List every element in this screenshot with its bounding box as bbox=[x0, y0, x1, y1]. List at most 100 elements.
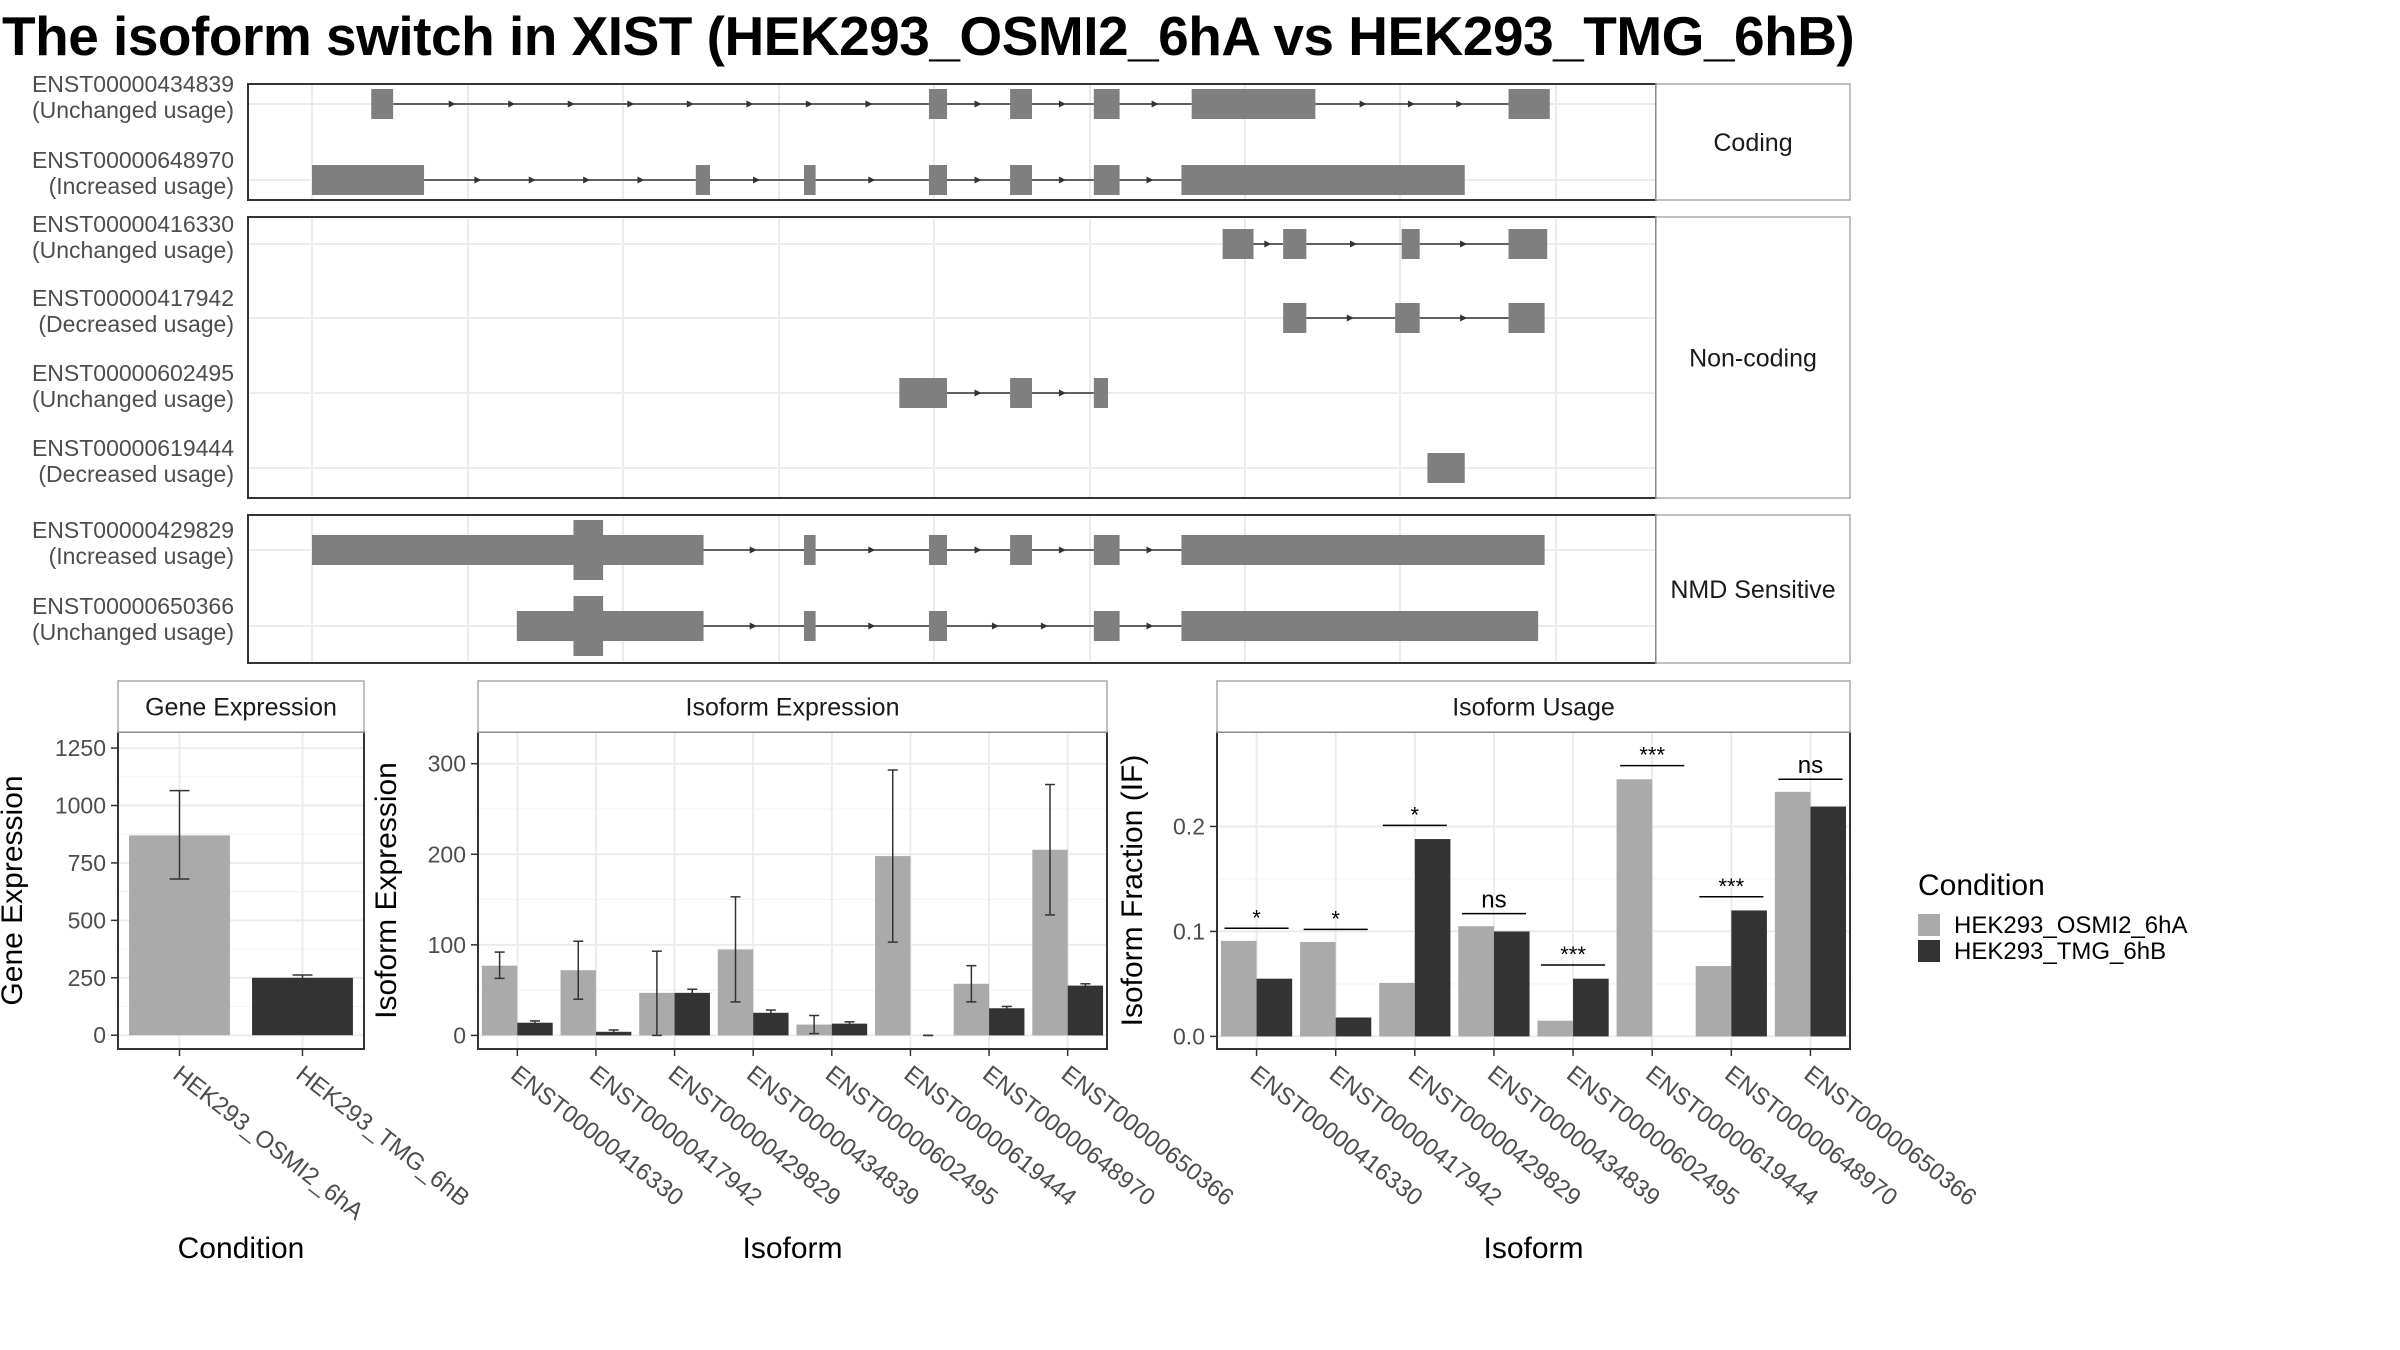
strand-arrow bbox=[865, 100, 873, 108]
coding-region bbox=[573, 596, 604, 656]
exon bbox=[1093, 378, 1108, 408]
exon bbox=[1283, 303, 1307, 333]
exon bbox=[1508, 89, 1550, 119]
significance-label: ns bbox=[1798, 752, 1823, 779]
strand-arrow bbox=[1346, 314, 1354, 322]
facet-strip-label: Isoform Expression bbox=[686, 694, 900, 722]
bar-HEK293_TMG_6hB-ENST00000602495 bbox=[1573, 978, 1609, 1037]
transcript-ENST00000648970: ENST00000648970(Increased usage) bbox=[32, 147, 1465, 199]
bar-HEK293_TMG_6hB-ENST00000416330 bbox=[517, 1022, 553, 1036]
transcript-usage-label: (Increased usage) bbox=[49, 543, 234, 569]
strand-arrow bbox=[974, 389, 982, 397]
strand-arrow bbox=[1349, 240, 1357, 248]
strand-arrow bbox=[1058, 389, 1066, 397]
transcript-usage-label: (Unchanged usage) bbox=[32, 619, 234, 645]
bar-HEK293_OSMI2_6hA-ENST00000434839 bbox=[1458, 926, 1494, 1037]
transcript-ENST00000429829: ENST00000429829(Increased usage) bbox=[32, 517, 1545, 580]
bar-HEK293_OSMI2_6hA-ENST00000650366 bbox=[1774, 791, 1811, 1037]
strand-arrow bbox=[627, 100, 635, 108]
strand-arrow bbox=[1146, 176, 1154, 184]
strand-arrow bbox=[528, 176, 536, 184]
strand-arrow bbox=[448, 100, 456, 108]
y-tick-label: 0.0 bbox=[1173, 1023, 1205, 1049]
exon bbox=[1181, 165, 1465, 195]
bar-HEK293_TMG_6hB-ENST00000602495 bbox=[831, 1023, 868, 1036]
transcript-usage-label: (Increased usage) bbox=[49, 173, 234, 199]
transcript-ENST00000434839: ENST00000434839(Unchanged usage) bbox=[32, 71, 1550, 123]
transcript-ENST00000650366: ENST00000650366(Unchanged usage) bbox=[32, 593, 1539, 656]
strand-arrow bbox=[1460, 314, 1468, 322]
bar-HEK293_TMG_6hB-ENST00000417942 bbox=[1335, 1017, 1372, 1037]
exon bbox=[1395, 303, 1420, 333]
x-axis-title: Isoform bbox=[1483, 1232, 1583, 1265]
strand-arrow bbox=[991, 622, 999, 630]
y-tick-label: 1000 bbox=[55, 793, 106, 819]
y-tick-label: 0 bbox=[93, 1022, 106, 1048]
facet-strip-label: Non-coding bbox=[1689, 345, 1817, 373]
strand-arrow bbox=[474, 176, 482, 184]
strand-arrow bbox=[637, 176, 645, 184]
exon bbox=[1508, 303, 1545, 333]
strand-arrow bbox=[583, 176, 591, 184]
transcript-usage-label: (Decreased usage) bbox=[38, 311, 234, 337]
strand-arrow bbox=[868, 546, 876, 554]
strand-arrow bbox=[974, 176, 982, 184]
facet-strip-label: NMD Sensitive bbox=[1670, 576, 1835, 604]
bar-HEK293_TMG_6hB-ENST00000429829 bbox=[674, 992, 710, 1036]
y-tick-label: 0 bbox=[453, 1022, 466, 1048]
y-tick-label: 100 bbox=[428, 932, 466, 958]
exon bbox=[1010, 535, 1032, 565]
bar-HEK293_TMG_6hB-ENST00000429829 bbox=[1414, 839, 1451, 1037]
y-tick-label: 300 bbox=[428, 751, 466, 777]
exon bbox=[1181, 611, 1539, 641]
exon bbox=[928, 89, 947, 119]
y-tick-label: 0.1 bbox=[1173, 918, 1205, 944]
strand-arrow bbox=[746, 100, 754, 108]
strand-arrow bbox=[1460, 240, 1468, 248]
strand-arrow bbox=[567, 100, 575, 108]
y-tick-label: 250 bbox=[68, 965, 106, 991]
facet-strip bbox=[117, 680, 365, 733]
exon bbox=[1010, 165, 1032, 195]
bar-HEK293_TMG_6hB-ENST00000650366 bbox=[1067, 985, 1104, 1036]
y-tick-label: 0.2 bbox=[1173, 813, 1205, 839]
transcript-id-label: ENST00000429829 bbox=[32, 517, 234, 543]
exon bbox=[1093, 535, 1120, 565]
exon bbox=[1093, 89, 1120, 119]
transcript-ENST00000619444: ENST00000619444(Decreased usage) bbox=[32, 435, 1465, 487]
strand-arrow bbox=[1359, 100, 1367, 108]
exon bbox=[928, 611, 947, 641]
bar-HEK293_TMG_6hB bbox=[252, 977, 353, 1036]
bar-HEK293_TMG_6hB-ENST00000648970 bbox=[1731, 910, 1767, 1037]
y-tick-label: 750 bbox=[68, 850, 106, 876]
exon bbox=[516, 611, 704, 641]
y-tick-label: 200 bbox=[428, 841, 466, 867]
strand-arrow bbox=[1151, 100, 1159, 108]
bar-HEK293_TMG_6hB-ENST00000648970 bbox=[989, 1008, 1025, 1036]
exon bbox=[1010, 89, 1032, 119]
exon bbox=[312, 535, 704, 565]
exon bbox=[371, 89, 394, 119]
strand-arrow bbox=[1456, 100, 1464, 108]
coding-region bbox=[573, 520, 604, 580]
bar-HEK293_TMG_6hB-ENST00000434839 bbox=[753, 1012, 789, 1036]
bar-HEK293_OSMI2_6hA-ENST00000602495 bbox=[1537, 1020, 1574, 1037]
exon bbox=[804, 535, 816, 565]
strand-arrow bbox=[1146, 622, 1154, 630]
strand-arrow bbox=[1407, 100, 1415, 108]
x-axis-title: Isoform bbox=[742, 1232, 842, 1265]
exon bbox=[899, 378, 947, 408]
significance-label: * bbox=[1331, 906, 1340, 931]
exon bbox=[1093, 165, 1120, 195]
transcript-id-label: ENST00000434839 bbox=[32, 71, 234, 97]
strand-arrow bbox=[1264, 240, 1272, 248]
transcript-ENST00000417942: ENST00000417942(Decreased usage) bbox=[32, 285, 1545, 337]
exon bbox=[695, 165, 710, 195]
y-axis-title: Isoform Expression bbox=[370, 762, 403, 1019]
bar-HEK293_OSMI2_6hA-ENST00000619444 bbox=[1616, 779, 1653, 1037]
bar-HEK293_OSMI2_6hA-ENST00000648970 bbox=[1695, 966, 1732, 1037]
y-axis-title: Gene Expression bbox=[0, 775, 29, 1005]
facet-strip bbox=[1655, 514, 1851, 664]
